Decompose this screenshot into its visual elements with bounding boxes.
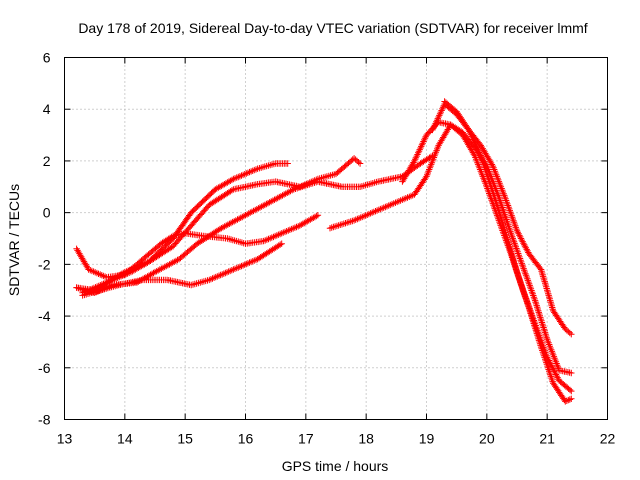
series-track-4 xyxy=(73,212,322,281)
x-tick-label: 20 xyxy=(479,431,495,447)
y-tick-label: 0 xyxy=(43,205,51,221)
series-markers xyxy=(79,160,291,296)
series-markers xyxy=(441,98,575,338)
series-track-5 xyxy=(79,240,285,299)
series-markers xyxy=(79,240,285,299)
x-tick-label: 18 xyxy=(358,431,374,447)
y-tick-label: 2 xyxy=(43,153,51,169)
series-track-8 xyxy=(429,100,575,405)
chart-title: Day 178 of 2019, Sidereal Day-to-day VTE… xyxy=(78,20,587,36)
series-track-9 xyxy=(441,98,575,338)
x-axis-ticks: 13 14 15 16 17 18 19 20 21 22 xyxy=(57,57,616,447)
x-tick-label: 13 xyxy=(57,431,73,447)
x-tick-label: 19 xyxy=(419,431,435,447)
y-axis-label: SDTVAR / TECUs xyxy=(6,184,22,296)
series-track-1 xyxy=(73,155,364,294)
x-tick-label: 16 xyxy=(238,431,254,447)
y-tick-label: 4 xyxy=(43,101,51,117)
x-tick-label: 17 xyxy=(298,431,314,447)
series-track-2 xyxy=(79,160,291,296)
y-tick-label: -2 xyxy=(38,256,51,272)
series-markers xyxy=(429,100,575,405)
y-tick-label: -4 xyxy=(38,308,51,324)
x-tick-label: 22 xyxy=(600,431,616,447)
series-markers xyxy=(73,155,364,294)
data-series xyxy=(73,98,575,405)
x-tick-label: 15 xyxy=(177,431,193,447)
y-axis-ticks: 6 4 2 0 -2 -4 -6 -8 xyxy=(38,50,608,428)
x-tick-label: 14 xyxy=(117,431,133,447)
grid-lines xyxy=(64,57,608,420)
x-tick-label: 21 xyxy=(539,431,555,447)
y-tick-label: -6 xyxy=(38,360,51,376)
y-tick-label: -8 xyxy=(38,412,51,428)
x-axis-label: GPS time / hours xyxy=(282,458,389,474)
y-tick-label: 6 xyxy=(43,50,51,66)
plot-frame xyxy=(64,57,608,420)
series-markers xyxy=(73,212,322,281)
